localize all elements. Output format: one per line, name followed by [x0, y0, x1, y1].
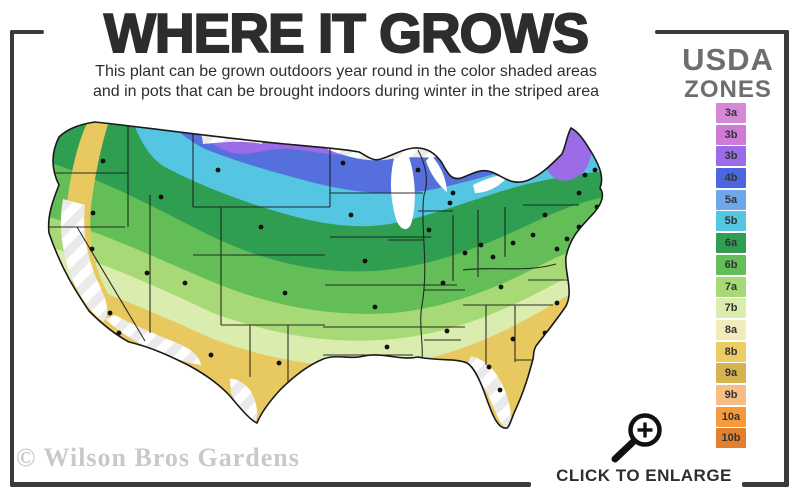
legend-title-usda: USDA: [682, 42, 774, 77]
legend-zone-chip: 5b: [716, 211, 746, 232]
legend-zone-chip: 6a: [716, 233, 746, 254]
frame-right-line: [784, 30, 789, 487]
legend-zone-chip: 6b: [716, 254, 746, 275]
click-to-enlarge-button[interactable]: CLICK TO ENLARGE: [556, 466, 732, 485]
usda-zones-legend: 3a 3b 3b 4b 5a 5b 6a 6b 7a 7b 8a 8b 9a 9b 10a 10b: [703, 103, 759, 449]
legend-zone-chip: 10a: [716, 406, 746, 427]
legend-zone-chip: 10b: [716, 428, 746, 449]
legend-zone-chip: 3b: [716, 146, 746, 167]
magnifier-plus-icon[interactable]: [598, 402, 666, 466]
usa-hardiness-zone-map[interactable]: [33, 115, 665, 467]
page-title: WHERE IT GROWS: [103, 1, 590, 65]
legend-zone-chip: 7b: [716, 298, 746, 319]
frame-left-top-arm: [10, 30, 44, 34]
great-lakes: [390, 151, 554, 230]
legend-title-zones: ZONES: [684, 76, 772, 103]
legend-zone-chip: 5a: [716, 189, 746, 210]
legend-title: USDA ZONES: [666, 44, 790, 102]
frame-right-top-arm: [655, 30, 789, 34]
frame-left-line: [10, 30, 14, 487]
zone-shading: [48, 122, 603, 429]
subtitle-line-1: This plant can be grown outdoors year ro…: [95, 63, 597, 80]
legend-zone-chip: 7a: [716, 276, 746, 297]
legend-zone-chip: 8a: [716, 319, 746, 340]
usa-map-svg[interactable]: [33, 115, 665, 467]
frame-bottom-left-arm: [10, 482, 531, 487]
legend-zone-chip: 4b: [716, 168, 746, 189]
subtitle-line-2: and in pots that can be brought indoors …: [92, 83, 600, 100]
legend-zone-chip: 3b: [716, 124, 746, 145]
legend-zone-chip: 9a: [716, 363, 746, 384]
legend-zone-chip: 3a: [716, 103, 746, 123]
watermark: © Wilson Bros Gardens: [16, 443, 300, 472]
legend-zone-chip: 8b: [716, 341, 746, 362]
legend-zone-chip: 9b: [716, 384, 746, 405]
frame-bottom-right-arm: [742, 482, 789, 487]
subtitle: This plant can be grown outdoors year ro…: [35, 62, 657, 102]
